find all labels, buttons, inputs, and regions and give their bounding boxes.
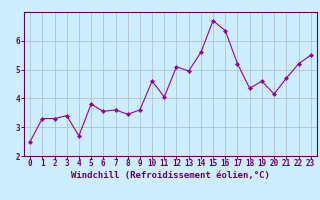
X-axis label: Windchill (Refroidissement éolien,°C): Windchill (Refroidissement éolien,°C): [71, 171, 270, 180]
